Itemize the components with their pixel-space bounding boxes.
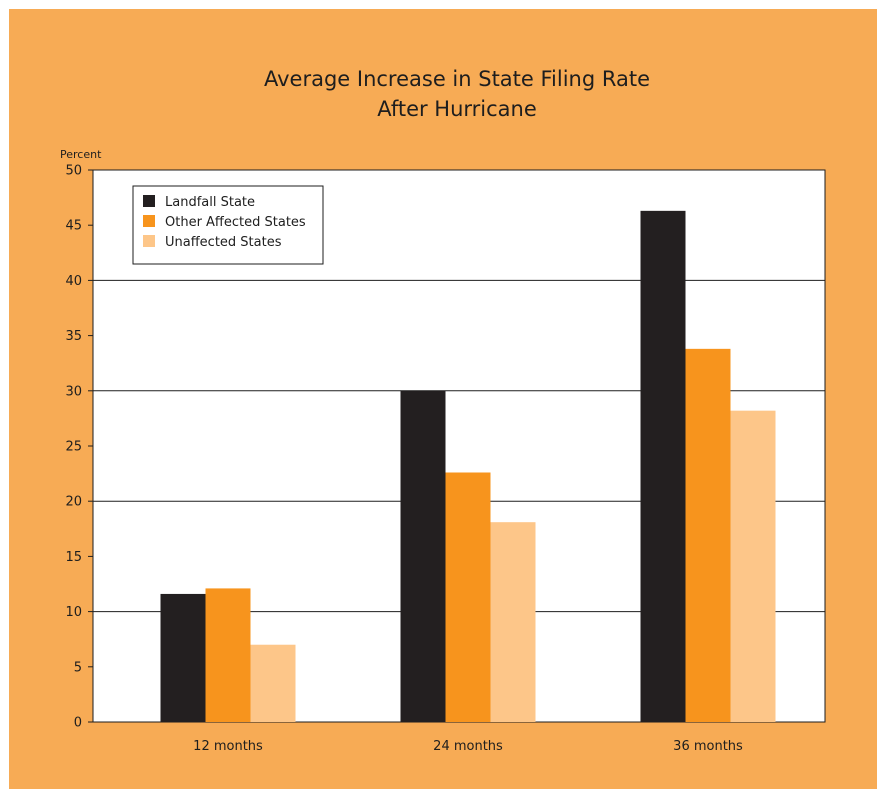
x-tick-label: 36 months — [673, 739, 743, 754]
x-tick-label: 24 months — [433, 739, 503, 754]
bar-other-affected-states-2 — [445, 472, 491, 722]
x-tick-label: 12 months — [193, 739, 263, 754]
bar-other-affected-states-3 — [685, 348, 731, 722]
legend-swatch — [143, 235, 155, 247]
y-tick-label: 5 — [74, 660, 82, 675]
y-tick-label: 45 — [65, 219, 82, 234]
legend-label: Unaffected States — [165, 235, 282, 250]
bar-other-affected-states-1 — [205, 588, 251, 722]
y-tick-label: 10 — [65, 605, 82, 620]
bars — [160, 210, 776, 722]
bar-unaffected-states-3 — [730, 410, 776, 722]
chart-title: Average Increase in State Filing Rate — [264, 67, 650, 91]
legend: Landfall State Other Affected States Unaff… — [132, 185, 324, 265]
bar-landfall-state-3 — [640, 210, 686, 722]
bar-unaffected-states-1 — [250, 644, 296, 722]
y-tick-label: 0 — [74, 716, 82, 731]
y-tick-label: 25 — [65, 440, 82, 455]
legend-box — [132, 185, 324, 265]
y-axis-ticks: 0 5 10 15 20 25 30 35 40 45 50 — [65, 164, 93, 731]
legend-label: Other Affected States — [165, 215, 306, 230]
y-tick-label: 40 — [65, 274, 82, 289]
legend-swatch — [143, 195, 155, 207]
y-tick-label: 30 — [65, 384, 82, 399]
bar-unaffected-states-2 — [490, 522, 536, 722]
y-tick-label: 15 — [65, 550, 82, 565]
legend-label: Landfall State — [165, 195, 255, 210]
x-axis-ticks: 12 months 24 months 36 months — [193, 739, 743, 754]
bar-landfall-state-1 — [160, 593, 206, 722]
chart-subtitle: After Hurricane — [377, 97, 537, 121]
bar-landfall-state-2 — [400, 390, 446, 722]
y-tick-label: 35 — [65, 329, 82, 344]
y-tick-label: 20 — [65, 495, 82, 510]
y-axis-unit-label: Percent — [60, 148, 102, 161]
legend-swatch — [143, 215, 155, 227]
y-tick-label: 50 — [65, 164, 82, 179]
